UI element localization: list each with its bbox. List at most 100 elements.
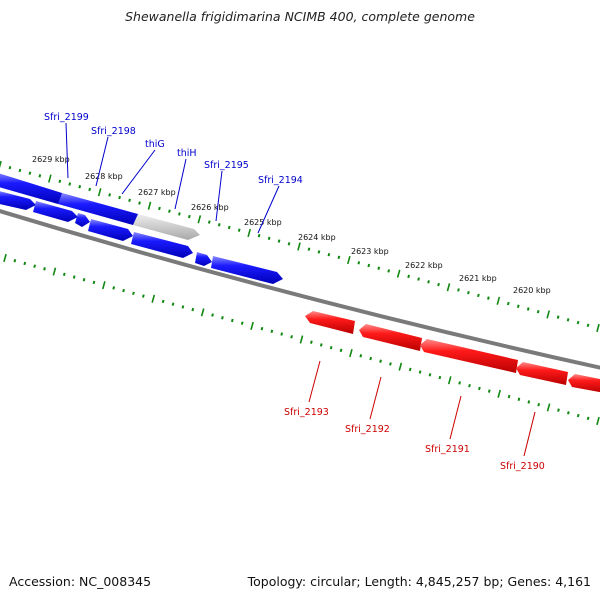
- gene-arrow-lower-2[interactable]: [33, 201, 78, 222]
- gene-arrow-thiG[interactable]: [133, 214, 200, 240]
- minor-tick: [122, 288, 125, 293]
- minor-tick: [337, 255, 341, 260]
- gene-arrow-sfri-2190-a[interactable]: [516, 362, 568, 385]
- minor-tick: [92, 280, 96, 285]
- minor-tick: [537, 402, 541, 407]
- minor-tick: [357, 261, 361, 265]
- tick-label: 2622 kbp: [405, 261, 443, 270]
- minor-tick: [566, 411, 570, 415]
- gene-arrow-lower-4[interactable]: [88, 219, 133, 241]
- gene-label-sfri-2198[interactable]: Sfri_2198: [91, 126, 136, 137]
- reverse-strand-track: [305, 311, 600, 393]
- minor-tick: [88, 187, 92, 192]
- gene-arrow-lower-3[interactable]: [75, 213, 90, 227]
- minor-tick: [28, 171, 32, 175]
- gene-label-sfri-2199[interactable]: Sfri_2199: [44, 112, 89, 123]
- leader-line: [121, 149, 156, 195]
- gene-arrow-thiH-lower[interactable]: [0, 190, 36, 210]
- minor-tick: [211, 313, 214, 317]
- tick-label: 2629 kbp: [32, 155, 70, 164]
- gene-arrow-lower-5[interactable]: [131, 232, 193, 258]
- gene-label-sfri-2193[interactable]: Sfri_2193: [284, 407, 329, 418]
- backbone-line: [0, 209, 600, 370]
- minor-tick: [240, 321, 244, 325]
- major-tick: [447, 376, 452, 385]
- minor-tick: [290, 335, 293, 339]
- major-tick: [446, 283, 451, 292]
- minor-tick: [181, 305, 185, 309]
- reverse-gene-labels: Sfri_2193 Sfri_2192 Sfri_2191 Sfri_2190: [284, 360, 545, 472]
- leader-line: [95, 136, 109, 187]
- minor-tick: [112, 286, 116, 290]
- gene-label-thiH[interactable]: thiH: [177, 148, 197, 159]
- minor-tick: [257, 233, 261, 238]
- leader-line: [449, 395, 462, 440]
- minor-tick: [13, 259, 17, 263]
- major-tick: [299, 335, 304, 344]
- minor-tick: [526, 307, 530, 311]
- minor-tick: [138, 201, 141, 205]
- minor-tick: [516, 304, 520, 308]
- minor-tick: [72, 275, 76, 279]
- minor-tick: [38, 174, 42, 178]
- minor-tick: [260, 326, 264, 331]
- leader-line: [215, 170, 223, 222]
- gene-label-sfri-2190[interactable]: Sfri_2190: [500, 461, 545, 472]
- minor-tick: [477, 293, 480, 298]
- gene-label-sfri-2191[interactable]: Sfri_2191: [425, 444, 470, 455]
- gene-arrow-sfri-2194[interactable]: [211, 256, 283, 284]
- gene-arrow-sfri-2192[interactable]: [359, 324, 422, 351]
- major-tick: [396, 269, 401, 278]
- minor-tick: [427, 280, 430, 284]
- leader-line: [369, 376, 382, 420]
- major-tick: [197, 215, 202, 224]
- minor-tick: [191, 307, 195, 312]
- minor-tick: [319, 343, 323, 347]
- major-tick: [147, 201, 152, 210]
- minor-tick: [418, 370, 422, 374]
- minor-tick: [557, 408, 560, 412]
- leader-line: [523, 411, 536, 457]
- major-tick: [250, 321, 254, 330]
- minor-tick: [132, 291, 135, 296]
- gene-arrow-lower-6[interactable]: [195, 252, 212, 266]
- minor-tick: [267, 236, 271, 241]
- major-tick: [247, 228, 251, 237]
- minor-tick: [171, 302, 175, 306]
- minor-tick: [108, 193, 111, 197]
- minor-tick: [467, 290, 470, 295]
- minor-tick: [270, 329, 274, 334]
- minor-tick: [287, 242, 291, 246]
- minor-tick: [478, 386, 481, 391]
- minor-tick: [18, 168, 22, 173]
- gene-arrow-sfri-2199[interactable]: [0, 172, 70, 204]
- accession-label: Accession: NC_008345: [9, 574, 152, 589]
- gene-arrow-sfri-2193[interactable]: [305, 311, 355, 334]
- minor-tick: [280, 332, 284, 336]
- minor-tick: [237, 228, 241, 232]
- minor-tick: [8, 166, 12, 170]
- gene-label-sfri-2192[interactable]: Sfri_2192: [345, 424, 390, 435]
- gene-label-sfri-2195[interactable]: Sfri_2195: [204, 160, 249, 171]
- minor-tick: [82, 278, 86, 282]
- outer-tick-track: [0, 160, 600, 333]
- gene-label-thiG[interactable]: thiG: [145, 139, 165, 150]
- major-tick: [52, 267, 57, 276]
- minor-tick: [230, 318, 234, 323]
- gene-arrow-sfri-2191[interactable]: [420, 339, 518, 373]
- minor-tick: [468, 383, 471, 388]
- minor-tick: [527, 400, 531, 404]
- minor-tick: [118, 195, 121, 200]
- gene-arrow-sfri-2198[interactable]: [58, 193, 145, 225]
- tick-label: 2626 kbp: [191, 203, 229, 212]
- minor-tick: [379, 359, 382, 363]
- minor-tick: [277, 239, 281, 243]
- map-title: Shewanella frigidimarina NCIMB 400, comp…: [125, 9, 475, 24]
- minor-tick: [158, 206, 161, 211]
- minor-tick: [408, 367, 412, 372]
- tick-label: 2623 kbp: [351, 247, 389, 256]
- minor-tick: [307, 247, 311, 251]
- gene-label-sfri-2194[interactable]: Sfri_2194: [258, 175, 303, 186]
- gene-arrow-sfri-2190-b[interactable]: [568, 374, 600, 393]
- minor-tick: [377, 266, 381, 270]
